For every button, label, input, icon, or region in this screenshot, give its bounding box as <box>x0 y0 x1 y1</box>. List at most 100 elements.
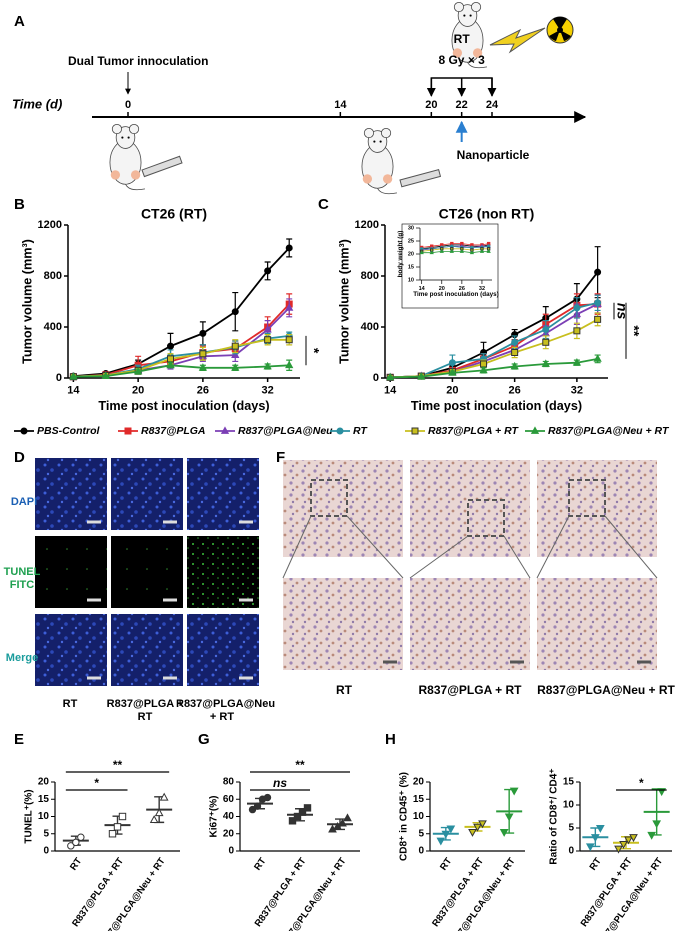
significance-label: ns <box>273 776 287 790</box>
marker <box>264 267 272 275</box>
marker <box>303 804 312 812</box>
y-tick-label: 0 <box>56 372 62 384</box>
microscopy-image <box>187 536 259 608</box>
microscopy-image <box>187 458 259 530</box>
marker <box>652 820 662 829</box>
row-label: TUNEL FITC <box>3 566 41 591</box>
marker <box>468 828 477 837</box>
x-tick-label: 32 <box>479 286 485 292</box>
y-tick-label: 20 <box>38 777 50 788</box>
marker <box>448 359 456 367</box>
marker <box>298 808 307 816</box>
marker <box>263 793 272 802</box>
marker <box>542 338 550 346</box>
x-tick-label: 20 <box>439 286 445 292</box>
panel-letter: F <box>276 449 285 466</box>
marker <box>101 371 110 379</box>
microscopy-image <box>111 458 183 530</box>
marker <box>594 315 602 323</box>
y-tick-label: 0 <box>568 846 574 857</box>
zoom-connector <box>346 515 404 579</box>
y-axis-label: body weight (g) <box>397 231 404 278</box>
marker <box>624 836 633 845</box>
marker <box>343 813 352 822</box>
panel-letter: G <box>198 731 210 748</box>
y-tick-label: 15 <box>413 794 425 805</box>
microscopy-image <box>187 614 259 686</box>
marker <box>248 805 257 814</box>
timeline-tick-label: 14 <box>334 99 347 111</box>
y-tick-label: 15 <box>38 794 50 805</box>
marker <box>419 247 424 251</box>
x-tick-label: 26 <box>197 385 209 397</box>
x-tick-label: 14 <box>384 385 397 397</box>
marker <box>594 268 602 276</box>
legend-label: R837@PLGA <box>141 425 206 437</box>
zoom-box <box>568 479 606 517</box>
marker <box>69 372 78 380</box>
marker <box>167 342 175 350</box>
marker <box>541 359 550 367</box>
marker <box>510 361 519 370</box>
zoom-box <box>467 499 505 537</box>
radiation-icon <box>549 16 571 41</box>
y-tick-label: 0 <box>418 846 424 857</box>
y-axis-label: TUNEL⁺(%) <box>24 789 35 843</box>
column-label: RT <box>336 683 352 697</box>
panel-letter: E <box>14 731 24 748</box>
marker <box>149 815 159 824</box>
y-tick-label: 60 <box>223 794 235 805</box>
significance-label: * <box>306 348 322 354</box>
panel-letter: B <box>14 196 25 213</box>
zoom-box <box>310 479 348 517</box>
legend-label: PBS-Control <box>37 425 100 437</box>
zoom-connector <box>604 515 658 579</box>
nanoparticle-label: Nanoparticle <box>457 148 530 162</box>
column-label: R837@PLGA@Neu + RT <box>176 698 276 723</box>
marker <box>263 324 272 333</box>
marker <box>77 833 85 841</box>
y-tick-label: 15 <box>563 777 575 788</box>
legend-marker <box>20 427 28 435</box>
marker <box>614 845 623 854</box>
marker <box>595 824 605 833</box>
microscopy-image <box>35 458 107 530</box>
legend-marker <box>411 427 419 435</box>
timeline-tick-label: 0 <box>125 99 131 111</box>
marker <box>590 834 600 843</box>
marker <box>166 360 175 369</box>
marker <box>285 303 294 311</box>
x-axis-label: Time post inoculation (days) <box>413 291 498 298</box>
y-tick-label: 80 <box>223 777 235 788</box>
zoom-connector <box>536 515 570 579</box>
marker <box>159 792 169 801</box>
marker <box>572 358 582 366</box>
marker <box>629 834 638 843</box>
marker <box>419 250 424 255</box>
x-tick-label: 20 <box>446 385 458 397</box>
dose-label: 8 Gy × 3 <box>438 53 485 67</box>
marker <box>499 828 509 837</box>
marker <box>386 372 395 381</box>
x-tick-label: RT <box>438 856 454 873</box>
marker <box>285 336 293 344</box>
legend-label: R837@PLGA@Neu + RT <box>548 425 670 437</box>
y-tick-label: 800 <box>361 270 379 282</box>
panel-letter: H <box>385 731 396 748</box>
marker <box>511 338 519 346</box>
marker <box>450 244 454 248</box>
marker <box>593 354 602 362</box>
marker <box>479 365 488 374</box>
x-tick-label: R837@PLGA@Neu + RT <box>96 856 168 931</box>
marker <box>288 817 297 825</box>
histology-image <box>410 578 530 670</box>
zoom-connector <box>503 535 531 579</box>
zoom-connector <box>409 535 469 579</box>
y-tick-label: 5 <box>568 823 574 834</box>
y-axis-label: CD8⁺ in CD45⁺ (%) <box>399 772 410 861</box>
marker <box>585 843 595 852</box>
histology-image <box>283 460 403 557</box>
x-tick-label: 32 <box>571 385 583 397</box>
y-axis-label: Tumor volume (mm³) <box>338 239 352 364</box>
